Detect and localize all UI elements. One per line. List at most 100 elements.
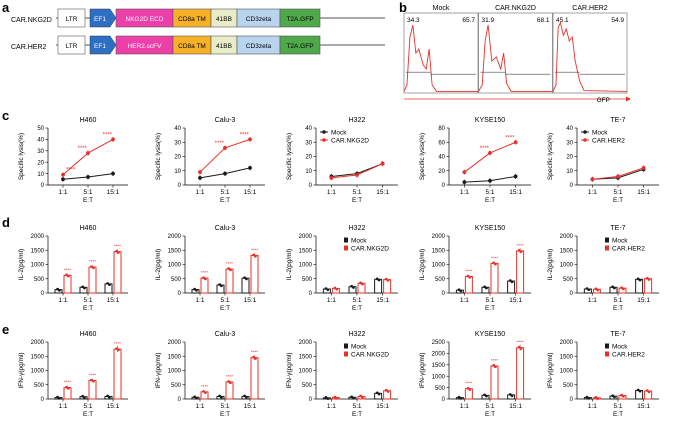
legend-label: CAR.HER2 (612, 245, 645, 252)
x-tick-label: 15:1 (637, 403, 650, 410)
data-point (641, 166, 646, 170)
y-tick-label: 500 (302, 383, 313, 389)
data-point (384, 277, 388, 281)
y-tick-label: 1000 (432, 374, 446, 380)
data-point (65, 385, 68, 389)
chart-c-1: Calu-3 0 10 20 30 40 Specific lysis(%) 1:1 5:1 15… (155, 117, 265, 204)
data-point (596, 397, 600, 400)
y-tick-label: 1000 (31, 263, 45, 269)
chart-title: Calu-3 (215, 331, 236, 338)
data-point (335, 287, 339, 291)
y-tick-label: 20 (37, 160, 44, 166)
y-tick-label: 500 (435, 277, 446, 283)
x-tick-label: 1:1 (588, 403, 597, 410)
chart-title: H460 (80, 117, 97, 124)
block-label: T2A.GFP (286, 16, 313, 23)
data-point (252, 355, 255, 359)
x-tick-label: 1:1 (58, 189, 67, 196)
construct-name: CAR.NKG2D (11, 17, 52, 24)
chart-e-4: TE-7 0 500 1000 1500 2000 IFN-γ(pg/ml) 1:1 5:1 15… (547, 331, 659, 418)
y-tick-label: 0 (309, 397, 313, 403)
data-point (252, 253, 255, 257)
construct-block (279, 35, 321, 55)
y-tick-label: 0 (178, 397, 182, 403)
x-axis-label: E:T (613, 305, 623, 312)
y-tick-label: 1500 (31, 354, 45, 360)
x-tick-label: 5:1 (83, 297, 92, 304)
x-tick-label: 15:1 (376, 297, 389, 304)
y-tick-label: 500 (563, 383, 574, 389)
data-point (494, 365, 497, 369)
data-point (596, 288, 600, 292)
flow-histogram (478, 24, 553, 92)
y-tick-label: 10 (174, 169, 181, 175)
promoter-arrow (89, 35, 117, 55)
data-point (485, 286, 488, 290)
data-point (223, 146, 227, 150)
chart-title: H322 (349, 117, 366, 124)
x-tick-label: 15:1 (637, 297, 650, 304)
flow-histogram (552, 21, 628, 92)
legend-label: Mock (331, 129, 347, 136)
panel-label-b: b (399, 0, 407, 15)
y-axis-label: IL-2(pg/ml) (155, 249, 162, 280)
data-point (647, 390, 651, 394)
x-axis-label: E:T (220, 197, 230, 204)
data-point (638, 278, 642, 282)
y-tick-label: 0 (178, 183, 182, 189)
chart-title: H322 (349, 225, 366, 232)
legend-label: CAR.HER2 (612, 351, 645, 358)
data-point (248, 137, 252, 142)
x-axis-label: E:T (352, 197, 362, 204)
data-point (462, 180, 467, 185)
bar (225, 381, 234, 400)
y-tick-label: 30 (566, 140, 573, 146)
x-axis-label: E:T (485, 197, 495, 204)
data-point (361, 282, 364, 286)
significance-label: **** (251, 350, 258, 355)
data-point (384, 388, 388, 392)
significance-label: **** (114, 341, 121, 346)
significance-label: **** (251, 247, 258, 252)
flow-title: CAR.HER2 (572, 5, 608, 12)
bar (490, 365, 499, 400)
data-point (108, 283, 111, 286)
data-point (193, 287, 196, 291)
data-point (326, 397, 330, 400)
y-tick-label: 1500 (299, 248, 313, 254)
block-label: 41BB (216, 16, 232, 23)
bar (225, 268, 234, 294)
data-point (220, 395, 223, 399)
data-point (647, 278, 651, 281)
y-axis-label: IL-2(pg/ml) (547, 249, 554, 280)
y-tick-label: 1500 (31, 248, 45, 254)
significance-label: **** (103, 132, 113, 138)
data-point (361, 395, 364, 399)
panel-label-c: c (2, 108, 10, 123)
legend-marker (583, 138, 587, 142)
y-tick-label: 1500 (168, 354, 182, 360)
data-point (622, 395, 625, 398)
data-point (377, 392, 381, 396)
chart-c-2: H322 0 10 20 30 40 Specific lysis(%) 1:1 5:1 15:1… (286, 117, 398, 204)
chart-c-3: KYSE150 0 20 40 60 80 Specific lysis(%) 1:1 5:1 1… (419, 117, 531, 204)
y-tick-label: 0 (309, 183, 313, 189)
bar (516, 347, 525, 400)
y-tick-label: 1500 (168, 248, 182, 254)
data-point (352, 396, 355, 400)
data-point (254, 357, 257, 360)
chart-d-4: TE-7 0 500 1000 1500 2000 IL-2(pg/ml) 1:1 5:1 15:… (547, 225, 659, 312)
significance-label: **** (465, 381, 472, 386)
data-point (81, 285, 84, 289)
data-point (513, 140, 518, 145)
bar (644, 278, 653, 294)
y-axis-label: Specific lysis(%) (155, 133, 162, 180)
data-point (324, 396, 328, 399)
data-point (245, 395, 248, 399)
data-point (333, 395, 337, 399)
x-tick-label: 1:1 (195, 189, 204, 196)
flow-frame (478, 12, 553, 94)
y-tick-label: 1000 (432, 263, 446, 269)
y-tick-label: 500 (435, 386, 446, 392)
data-point (245, 277, 248, 281)
